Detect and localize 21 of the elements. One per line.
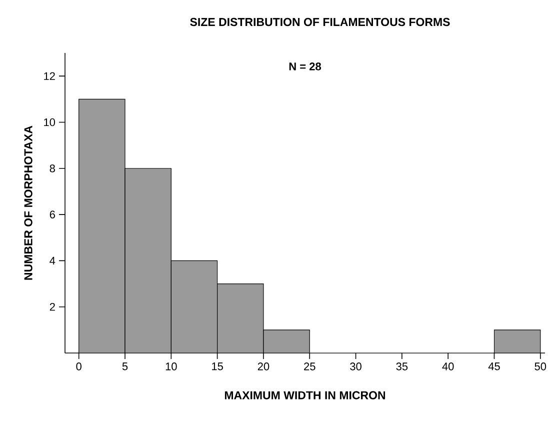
x-axis-title: MAXIMUM WIDTH IN MICRON	[224, 391, 386, 400]
x-tick-label: 30	[350, 362, 362, 370]
y-tick-label: 6	[50, 210, 55, 218]
x-tick-label: 10	[166, 362, 177, 370]
y-tick-label: 12	[44, 72, 55, 80]
y-tick-label: 10	[44, 118, 56, 126]
chart-title: SIZE DISTRIBUTION OF FILAMENTOUS FORMS	[190, 18, 450, 26]
x-tick-label: 0	[76, 362, 82, 370]
x-tick-label: 35	[396, 362, 408, 370]
y-axis-title: NUMBER OF MORPHOTAXA	[24, 126, 32, 280]
y-tick-label: 8	[50, 164, 55, 172]
y-tick-label: 2	[50, 303, 55, 311]
x-tick-label: 25	[304, 362, 316, 370]
x-tick-label: 50	[534, 362, 546, 370]
x-tick-label: 40	[442, 362, 454, 370]
x-tick-label: 45	[488, 362, 500, 370]
x-tick-label: 15	[212, 362, 223, 370]
y-tick-label: 4	[50, 256, 56, 264]
x-tick-label: 5	[122, 362, 128, 370]
x-tick-label: 20	[258, 362, 270, 370]
annotation: N = 28	[289, 62, 322, 70]
